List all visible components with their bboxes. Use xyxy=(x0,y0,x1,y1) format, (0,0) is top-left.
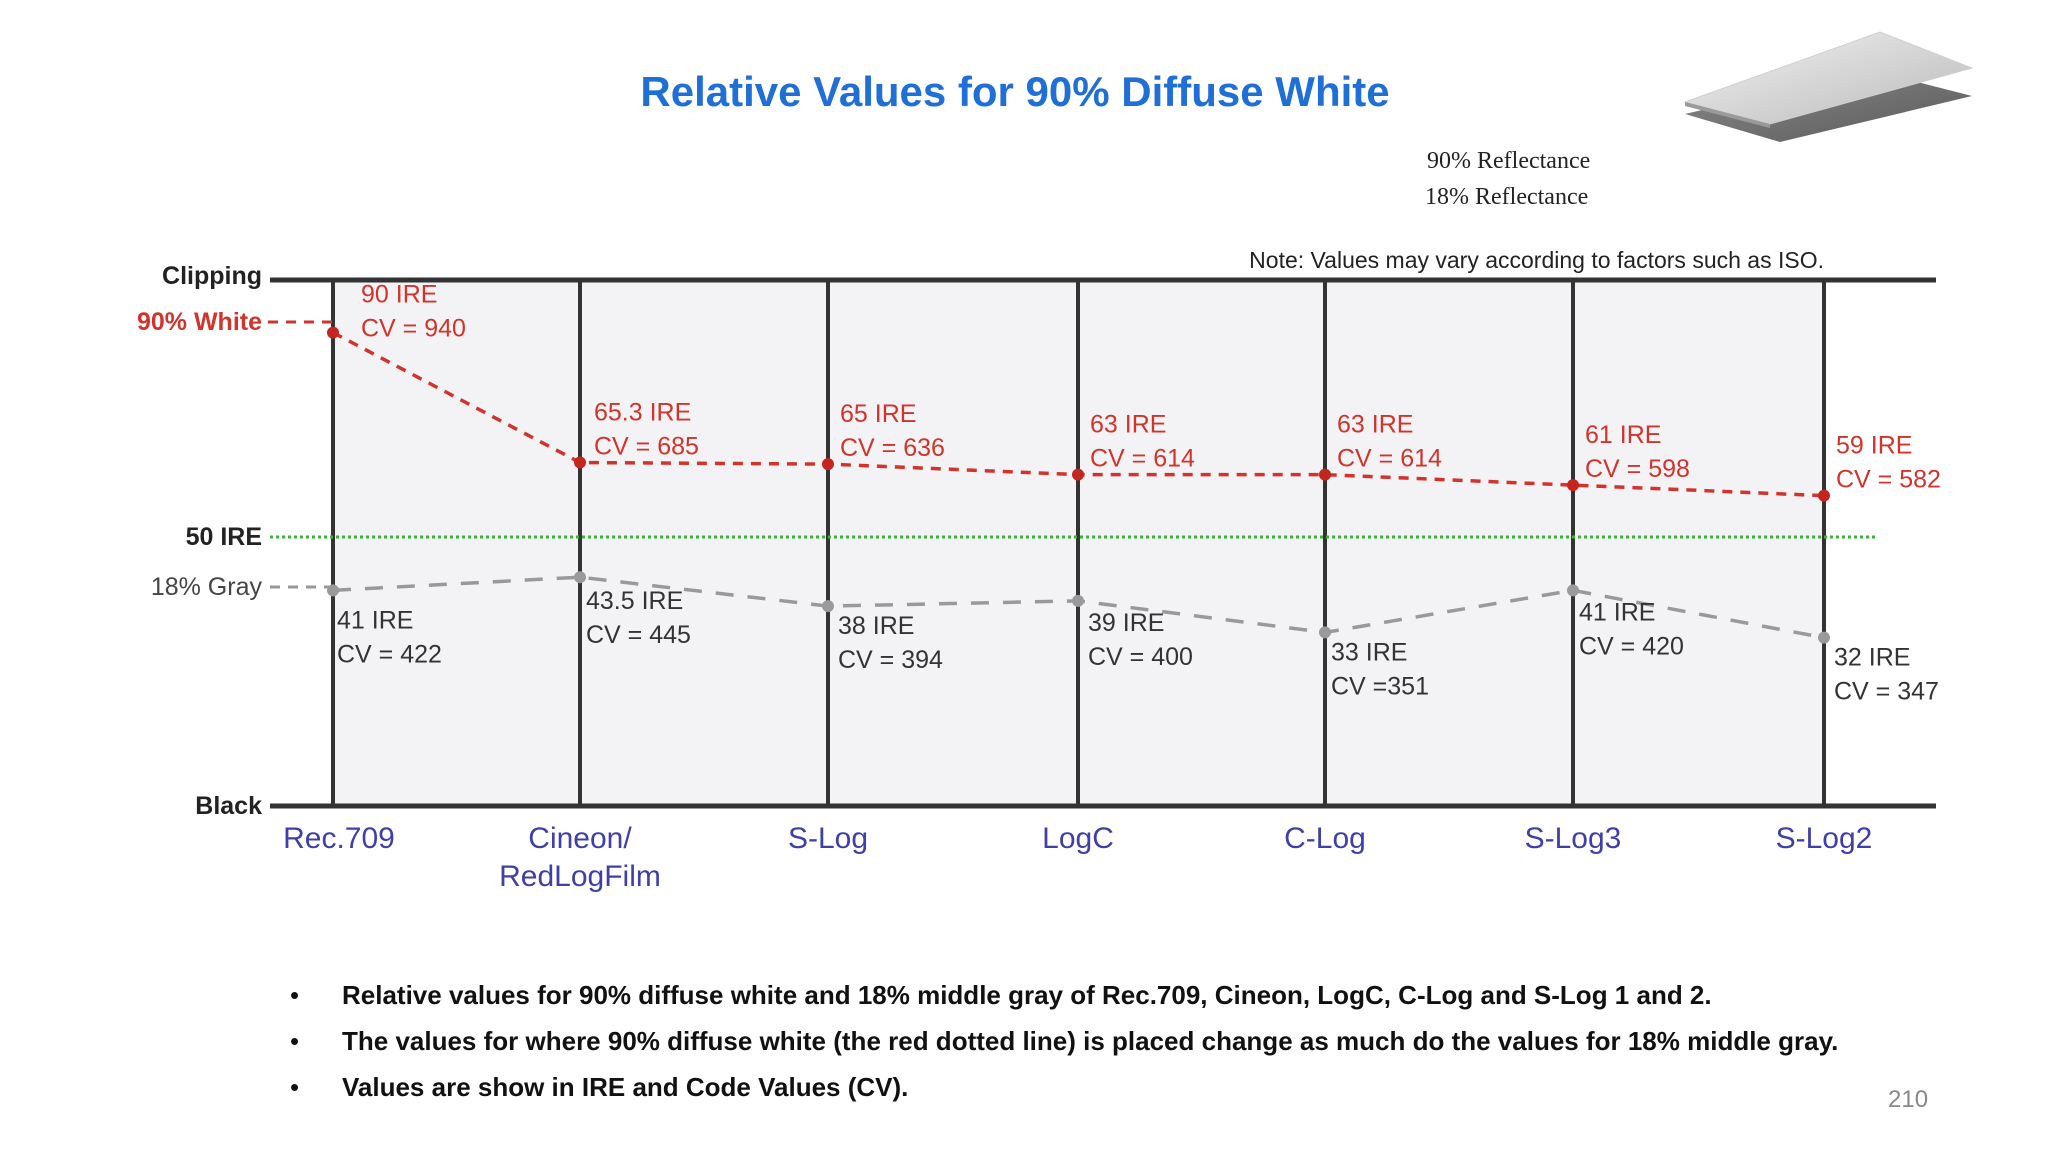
category-label-1-line2: RedLogFilm xyxy=(499,860,661,893)
white-point-5 xyxy=(1567,479,1579,492)
white-point-1 xyxy=(574,456,586,469)
white-ire-label-0: 90 IRE xyxy=(361,281,437,309)
gray-cv-label-2: CV = 394 xyxy=(838,646,943,674)
category-label-6: S-Log2 xyxy=(1776,822,1873,855)
reflectance-panels-graphic xyxy=(1683,31,1974,142)
white-cv-label-1: CV = 685 xyxy=(594,433,699,461)
white-ire-label-5: 61 IRE xyxy=(1585,421,1661,449)
gray-point-1 xyxy=(574,571,586,584)
gray-ire-label-1: 43.5 IRE xyxy=(586,587,683,615)
white-90-panel xyxy=(1683,31,1974,125)
gray-ire-label-5: 41 IRE xyxy=(1579,598,1655,626)
white-ire-label-4: 63 IRE xyxy=(1337,411,1413,439)
gray-ire-label-2: 38 IRE xyxy=(838,612,914,640)
slide-title: Relative Values for 90% Diffuse White xyxy=(640,68,1390,115)
gray-ire-label-0: 41 IRE xyxy=(337,606,413,634)
level-label-50-ire: 50 IRE xyxy=(186,523,262,551)
label-layer: Clipping 90% White 50 IRE 18% Gray Black 90 I… xyxy=(137,262,1941,893)
gray-cv-label-6: CV = 347 xyxy=(1834,678,1939,706)
white-cv-label-6: CV = 582 xyxy=(1836,466,1941,494)
reflectance-panels xyxy=(1570,22,2010,212)
white-cv-label-4: CV = 614 xyxy=(1337,445,1442,473)
gray-cv-label-0: CV = 422 xyxy=(337,640,442,668)
category-label-2: S-Log xyxy=(788,822,868,855)
gray-ire-label-4: 33 IRE xyxy=(1331,638,1407,666)
white-cv-label-3: CV = 614 xyxy=(1090,445,1195,473)
gray-ire-label-6: 32 IRE xyxy=(1834,644,1910,672)
white-point-3 xyxy=(1072,468,1084,481)
bullet-item: Values are show in IRE and Code Values (… xyxy=(290,1064,1838,1110)
reflectance-18-label: 18% Reflectance xyxy=(1425,184,1589,210)
level-label-black: Black xyxy=(195,792,262,820)
white-ire-label-3: 63 IRE xyxy=(1090,411,1166,439)
gray-point-6 xyxy=(1818,631,1830,644)
level-label-gray: 18% Gray xyxy=(151,573,263,601)
white-point-6 xyxy=(1818,489,1830,502)
gray-cv-label-1: CV = 445 xyxy=(586,621,691,649)
white-cv-label-5: CV = 598 xyxy=(1585,455,1690,483)
gray-point-3 xyxy=(1072,594,1084,607)
gray-cv-label-5: CV = 420 xyxy=(1579,632,1684,660)
white-point-0 xyxy=(327,326,339,339)
chart-frame xyxy=(270,277,1936,809)
bullet-item: Relative values for 90% diffuse white an… xyxy=(290,972,1838,1018)
bullet-item: The values for where 90% diffuse white (… xyxy=(290,1018,1838,1064)
category-label-4: C-Log xyxy=(1284,822,1366,855)
category-label-3: LogC xyxy=(1042,822,1114,855)
gray-point-5 xyxy=(1567,584,1579,597)
series-layer xyxy=(327,326,1830,644)
gray-point-2 xyxy=(822,600,834,613)
category-label-5: S-Log3 xyxy=(1525,822,1622,855)
white-point-2 xyxy=(822,458,834,471)
gray-point-0 xyxy=(327,584,339,597)
category-label-0: Rec.709 xyxy=(283,822,395,855)
gray-cv-label-4: CV =351 xyxy=(1331,672,1429,700)
page-number: 210 xyxy=(1888,1086,1929,1113)
level-label-white: 90% White xyxy=(137,308,262,336)
gray-cv-label-3: CV = 400 xyxy=(1088,643,1193,671)
reflectance-90-label: 90% Reflectance xyxy=(1427,148,1591,174)
white-ire-label-6: 59 IRE xyxy=(1836,432,1912,460)
bullet-list: Relative values for 90% diffuse white an… xyxy=(290,972,1838,1110)
ire-chart: Clipping 90% White 50 IRE 18% Gray Black 90 I… xyxy=(137,247,1941,893)
white-ire-label-1: 65.3 IRE xyxy=(594,399,691,427)
white-cv-label-2: CV = 636 xyxy=(840,434,945,462)
gray-ire-label-3: 39 IRE xyxy=(1088,609,1164,637)
level-label-clipping: Clipping xyxy=(162,262,262,290)
gray-point-4 xyxy=(1319,626,1331,639)
reference-lines xyxy=(268,320,1876,589)
white-cv-label-0: CV = 940 xyxy=(361,315,466,343)
category-label-1: Cineon/ xyxy=(528,822,632,855)
chart-note: Note: Values may vary according to facto… xyxy=(1249,247,1824,273)
white-ire-label-2: 65 IRE xyxy=(840,400,916,428)
white-point-4 xyxy=(1319,468,1331,481)
